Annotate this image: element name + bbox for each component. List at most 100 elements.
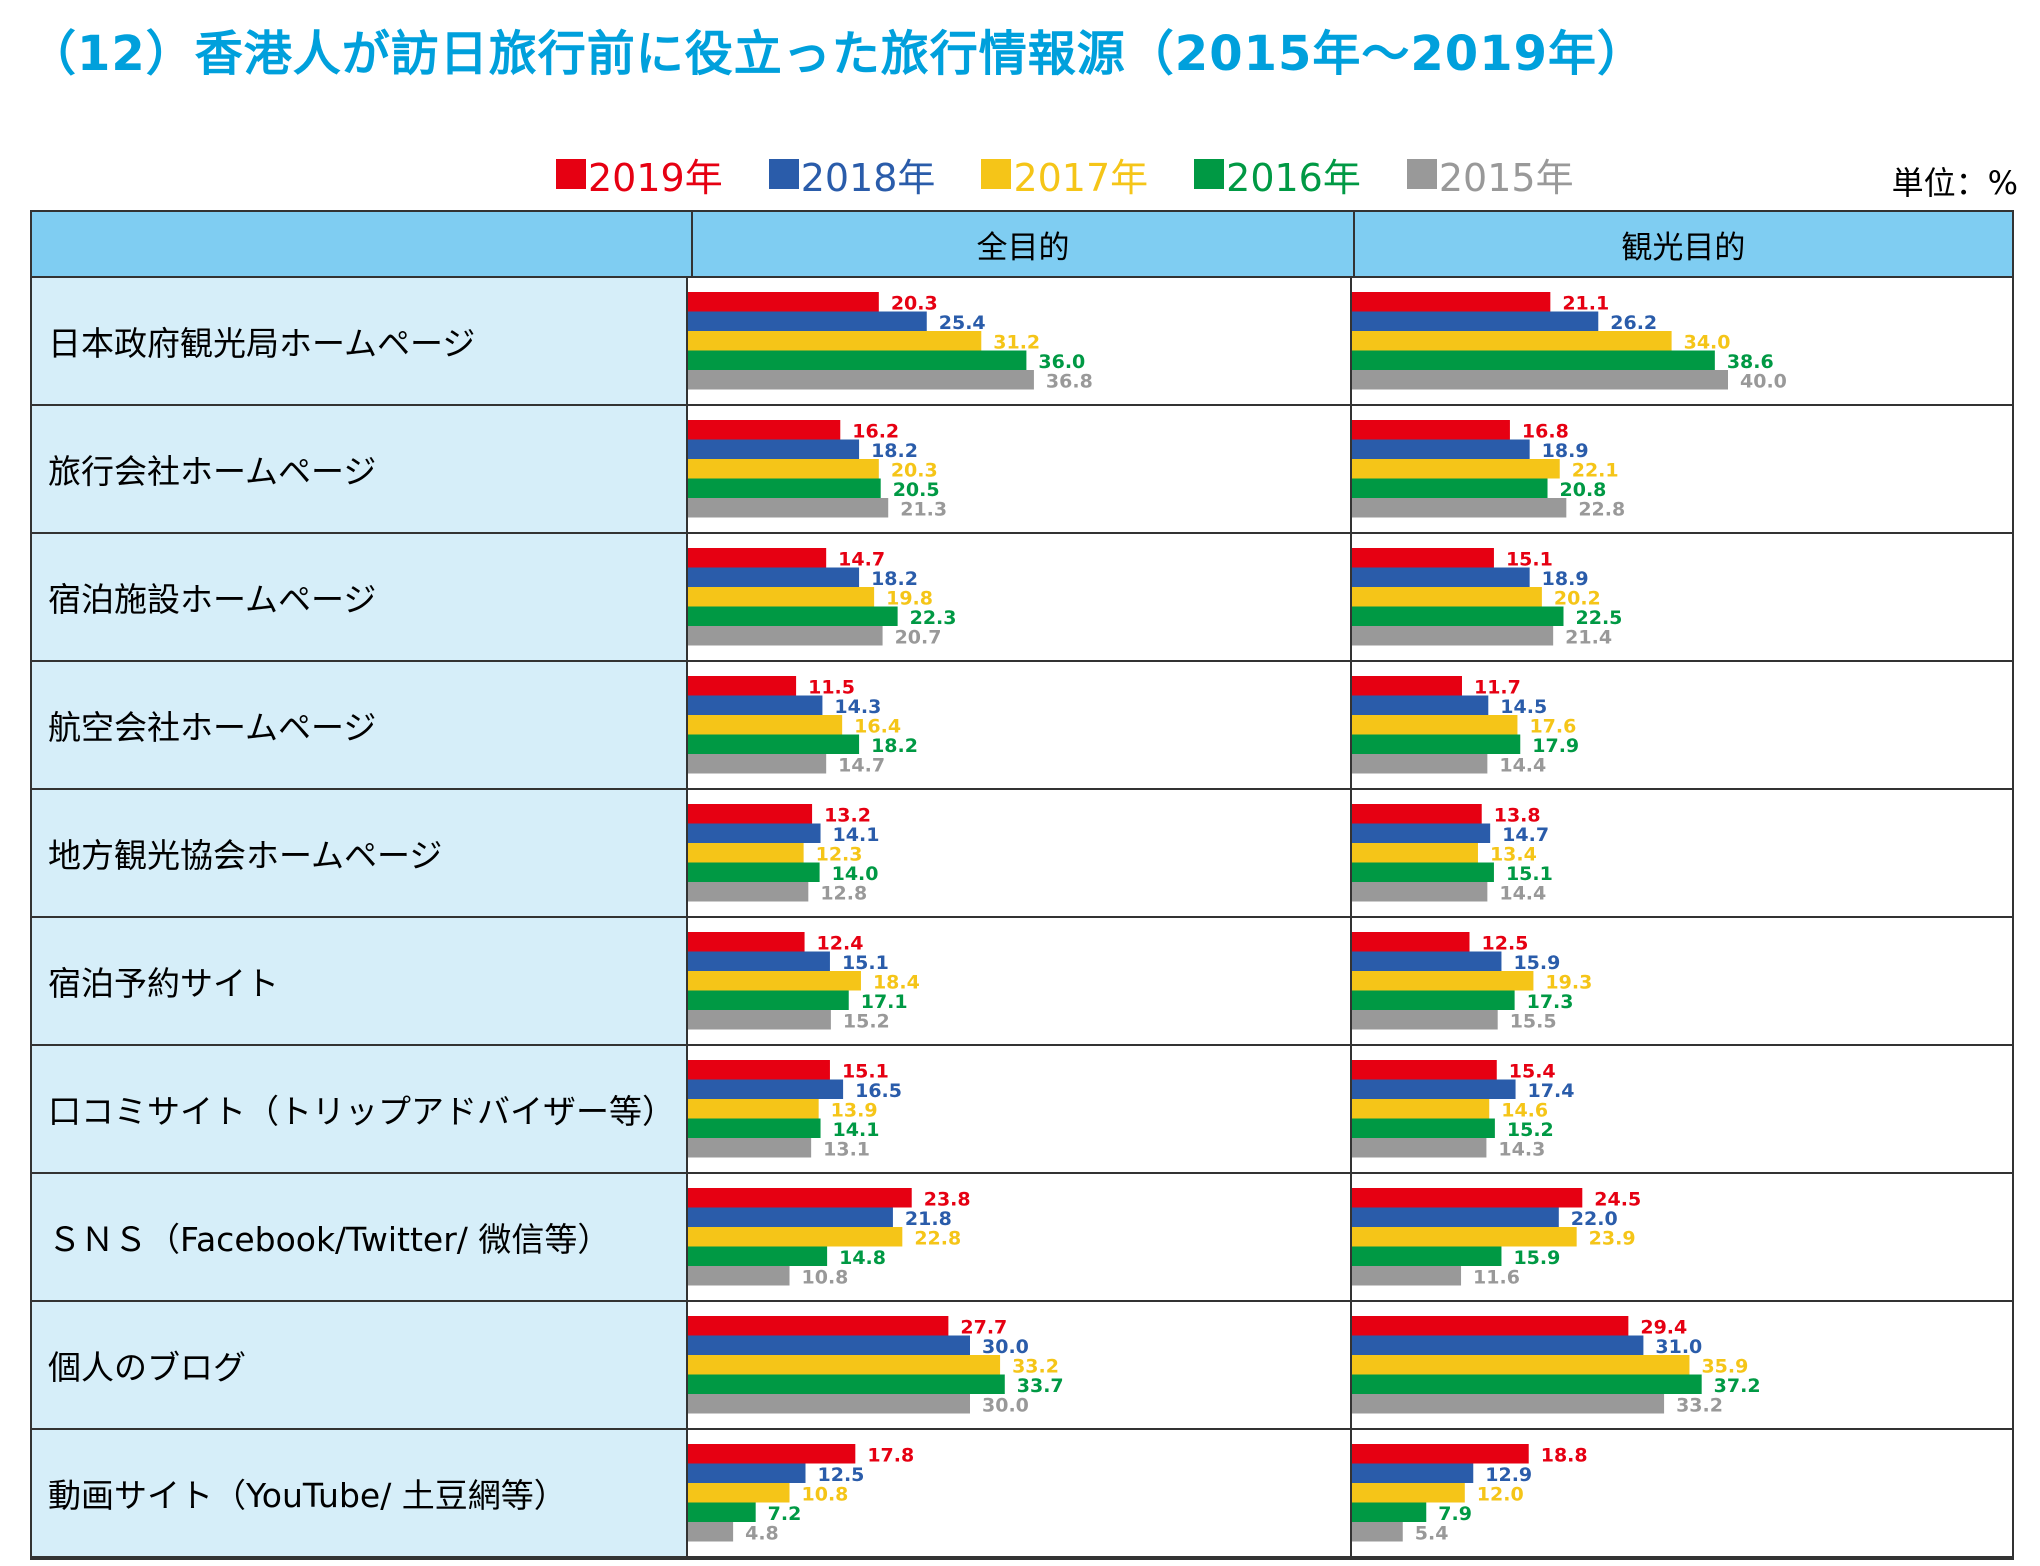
chart-cell-all-purposes: 14.7 18.2 19.8 22.3 20.7 [688, 534, 1350, 660]
column-header-all-purposes: 全目的 [976, 229, 1070, 266]
bar-value-label: 30.0 [982, 1395, 1029, 1417]
bar-value-label: 22.8 [914, 1228, 961, 1250]
bar-2015年 [688, 1010, 831, 1030]
bar-2016年 [1352, 478, 1548, 498]
bar-group-chart: 16.218.220.320.521.3 [688, 420, 947, 521]
chart-cell-tourism-purpose: 29.4 31.0 35.9 37.2 33.2 [1350, 1302, 2012, 1428]
bar-value-label: 16.4 [854, 716, 901, 738]
bar-value-label: 13.1 [823, 1139, 870, 1161]
bar-2017年 [1352, 971, 1534, 991]
bar-2015年 [1352, 498, 1567, 518]
bar-value-label: 13.9 [831, 1100, 878, 1122]
chart-cell-tourism-purpose: 15.1 18.9 20.2 22.5 21.4 [1350, 534, 2012, 660]
bar-2018年 [1352, 1463, 1474, 1483]
bar-value-label: 14.1 [833, 824, 880, 846]
bar-value-label: 5.4 [1415, 1523, 1449, 1545]
row-label: 地方観光協会ホームページ [32, 790, 688, 916]
bar-2019年 [1352, 292, 1551, 312]
table-row: 宿泊予約サイト 12.4 15.1 18.4 17.1 15.2 12.5 15.9 19.3 1… [32, 918, 2012, 1046]
bar-value-label: 38.6 [1727, 351, 1774, 373]
bar-group-chart: 11.514.316.418.214.7 [688, 676, 918, 777]
bar-value-label: 15.1 [842, 1061, 889, 1083]
bar-value-label: 25.4 [939, 312, 986, 334]
bar-2019年 [688, 1444, 856, 1464]
bar-2018年 [1352, 951, 1502, 971]
bar-2015年 [688, 370, 1034, 390]
bar-value-label: 15.1 [1506, 549, 1553, 571]
bar-value-label: 20.3 [891, 293, 938, 315]
chart-cell-tourism-purpose: 15.4 17.4 14.6 15.2 14.3 [1350, 1046, 2012, 1172]
bar-value-label: 15.5 [1510, 1011, 1557, 1033]
bar-value-label: 10.8 [802, 1267, 849, 1289]
legend-item: 2017年 [981, 147, 1148, 202]
bar-2015年 [1352, 882, 1488, 902]
chart-cell-all-purposes: 12.4 15.1 18.4 17.1 15.2 [688, 918, 1350, 1044]
bar-value-label: 19.8 [886, 588, 933, 610]
bar-value-label: 17.4 [1528, 1080, 1575, 1102]
bar-value-label: 16.5 [855, 1080, 902, 1102]
bar-2015年 [688, 498, 889, 518]
bar-value-label: 13.4 [1490, 844, 1537, 866]
chart-cell-tourism-purpose: 16.8 18.9 22.1 20.8 22.8 [1350, 406, 2012, 532]
bar-value-label: 14.7 [838, 549, 885, 571]
table-row: 航空会社ホームページ 11.5 14.3 16.4 18.2 14.7 11.7 14.5 17… [32, 662, 2012, 790]
bar-2017年 [688, 587, 875, 607]
bar-value-label: 35.9 [1701, 1356, 1748, 1378]
bar-value-label: 14.3 [1498, 1139, 1545, 1161]
bar-2019年 [688, 292, 879, 312]
chart-cell-tourism-purpose: 13.8 14.7 13.4 15.1 14.4 [1350, 790, 2012, 916]
bar-value-label: 18.2 [871, 440, 918, 462]
bar-2017年 [688, 1099, 819, 1119]
bar-value-label: 18.8 [1541, 1445, 1588, 1467]
bar-2018年 [1352, 439, 1530, 459]
table-header-row: 全目的 観光目的 [32, 212, 2012, 278]
row-label: 宿泊施設ホームページ [32, 534, 688, 660]
row-label: ＳＮＳ（Facebook/Twitter/ 微信等） [32, 1174, 688, 1300]
bar-value-label: 17.6 [1529, 716, 1576, 738]
legend-swatch [1406, 159, 1437, 189]
bar-value-label: 12.4 [817, 933, 864, 955]
bar-value-label: 36.0 [1038, 351, 1085, 373]
bar-2015年 [688, 626, 883, 646]
bar-group-chart: 23.821.822.8 14.810.8 [688, 1188, 971, 1289]
bar-value-label: 17.8 [867, 1445, 914, 1467]
bar-group-chart: 24.522.023.9 15.911.6 [1352, 1188, 1641, 1289]
bar-group-chart: 14.718.219.822.320.7 [688, 548, 957, 649]
bar-value-label: 22.8 [1578, 499, 1625, 521]
bar-2019年 [688, 1316, 949, 1336]
bar-2019年 [1352, 1316, 1629, 1336]
bar-value-label: 29.4 [1640, 1317, 1687, 1339]
bar-value-label: 13.2 [824, 805, 871, 827]
bar-2018年 [1352, 823, 1491, 843]
chart-cell-all-purposes: 23.8 21.8 22.8 14.8 10.8 [688, 1174, 1350, 1300]
bar-2018年 [688, 951, 830, 971]
legend-item: 2016年 [1194, 147, 1361, 202]
bar-value-label: 33.7 [1017, 1375, 1064, 1397]
bar-value-label: 12.3 [816, 844, 863, 866]
bar-value-label: 18.2 [871, 735, 918, 757]
bar-2015年 [688, 1394, 970, 1414]
bar-2016年 [688, 990, 849, 1010]
bar-2018年 [688, 1207, 893, 1227]
bar-value-label: 31.0 [1655, 1336, 1702, 1358]
bar-value-label: 21.8 [905, 1208, 952, 1230]
bar-2016年 [688, 734, 860, 754]
bar-2016年 [688, 606, 898, 626]
bar-value-label: 22.3 [910, 607, 957, 629]
bar-2016年 [688, 862, 820, 882]
bar-2016年 [1352, 606, 1564, 626]
bar-group-chart: 13.214.112.314.012.8 [688, 804, 880, 905]
bar-2019年 [688, 1188, 912, 1208]
bar-2015年 [688, 882, 809, 902]
bar-2018年 [1352, 567, 1530, 587]
bar-2017年 [688, 843, 804, 863]
legend-label: 2017年 [1013, 155, 1149, 200]
bar-value-label: 33.2 [1012, 1356, 1059, 1378]
bar-value-label: 40.0 [1740, 371, 1787, 393]
bar-group-chart: 18.8 12.912.07.95.4 [1352, 1444, 1588, 1545]
legend-swatch [768, 159, 799, 189]
chart-cell-tourism-purpose: 24.5 22.0 23.9 15.9 11.6 [1350, 1174, 2012, 1300]
bar-group-chart: 12.515.919.317.315.5 [1352, 932, 1592, 1033]
bar-2016年 [1352, 1246, 1502, 1266]
table-row: 動画サイト（YouTube/ 土豆網等） 17.8 12.5 10.8 7.2 4.8 18… [32, 1430, 2012, 1558]
